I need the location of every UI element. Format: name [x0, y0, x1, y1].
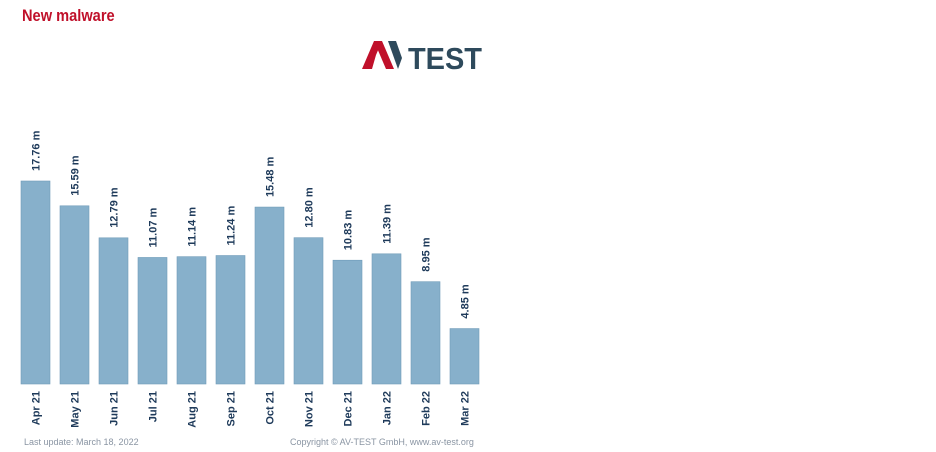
category-label: Jun 21: [109, 391, 121, 426]
logo-text: TEST: [408, 41, 482, 72]
last-update-text: Last update: March 18, 2022: [24, 437, 139, 447]
copyright-text: Copyright © AV-TEST GmbH, www.av-test.or…: [290, 437, 474, 447]
category-label: Apr 21: [31, 391, 43, 425]
category-label: May 21: [70, 391, 82, 428]
value-label: 10.83 m: [343, 210, 355, 251]
category-label: Nov 21: [304, 391, 316, 427]
bar-nov-21: [293, 237, 324, 385]
bar-mar-22: [449, 328, 480, 385]
bar-jul-21: [137, 257, 168, 385]
category-label: Sep 21: [226, 391, 238, 426]
bar-apr-21: [20, 180, 51, 385]
value-label: 17.76 m: [31, 130, 43, 171]
value-label: 11.07 m: [148, 207, 160, 247]
av-test-logo: TEST: [362, 41, 482, 72]
bar-feb-22: [410, 281, 441, 385]
category-label: Oct 21: [265, 391, 277, 425]
value-label: 4.85 m: [460, 284, 472, 318]
value-label: 11.14 m: [187, 207, 199, 247]
category-label: Feb 22: [421, 391, 433, 426]
value-label: 15.59 m: [70, 155, 82, 196]
bar-dec-21: [332, 259, 363, 385]
bars-group: [20, 180, 480, 385]
category-labels-group: Apr 21 May 21 Jun 21 Jul 21 Aug 21 Sep 21 Oct …: [31, 391, 472, 428]
bar-aug-21: [176, 256, 207, 385]
value-label: 11.24 m: [226, 206, 238, 246]
value-label: 11.39 m: [382, 204, 394, 244]
value-label: 12.80 m: [304, 187, 316, 228]
category-label: Aug 21: [187, 391, 199, 428]
bar-sep-21: [215, 255, 246, 385]
bar-oct-21: [254, 206, 285, 385]
category-label: Jan 22: [382, 391, 394, 425]
value-label: 15.48 m: [265, 156, 277, 197]
category-label: Dec 21: [343, 391, 355, 426]
logo-mark-v: [388, 41, 402, 69]
category-label: Jul 21: [148, 391, 160, 422]
value-label: 8.95 m: [421, 237, 433, 271]
value-labels-group: 17.76 m 15.59 m 12.79 m 11.07 m 11.14 m 11.24…: [31, 130, 472, 318]
chart-title: New malware: [22, 6, 115, 25]
bar-jun-21: [98, 237, 129, 385]
category-label: Mar 22: [460, 391, 472, 426]
bar-may-21: [59, 205, 90, 385]
bar-jan-22: [371, 253, 402, 385]
value-label: 12.79 m: [109, 187, 121, 228]
logo-mark-right: [374, 41, 394, 69]
